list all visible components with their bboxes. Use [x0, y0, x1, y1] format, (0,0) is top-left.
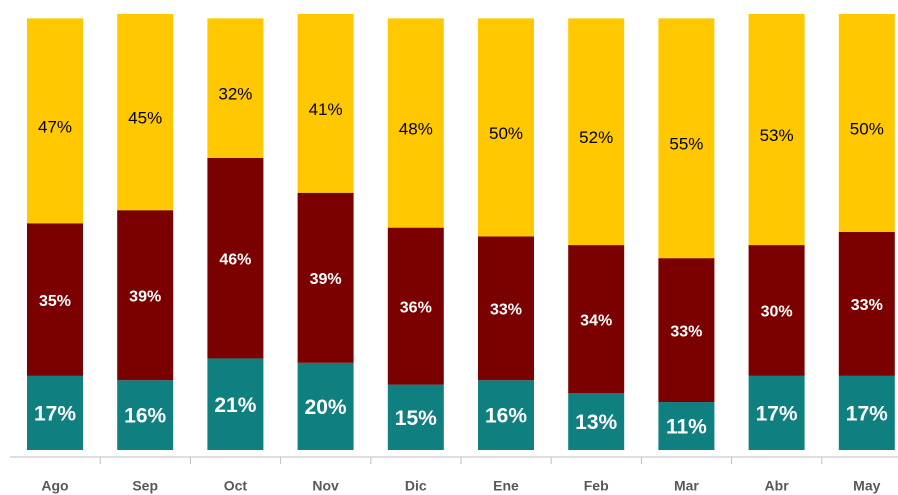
value-label: 13% [575, 411, 617, 434]
value-label: 17% [756, 402, 798, 425]
x-tick-label: Nov [312, 478, 339, 494]
bar-segment [748, 14, 805, 246]
bar-segment [117, 380, 174, 450]
x-tick-label: Ago [41, 478, 68, 494]
bar-segment [748, 245, 805, 376]
value-label: 55% [669, 135, 703, 154]
bar-segment [27, 375, 83, 450]
value-label: 52% [579, 128, 613, 147]
x-tick-label: Mar [674, 478, 699, 494]
x-tick-label: Dic [405, 478, 427, 494]
bar-segment [207, 358, 264, 450]
value-label: 17% [34, 402, 76, 425]
value-label: 16% [124, 405, 166, 428]
bar-segment [568, 18, 625, 246]
value-label: 39% [310, 271, 342, 288]
x-tick-label: Sep [132, 478, 158, 494]
value-label: 15% [395, 407, 437, 430]
bar-segment [478, 236, 534, 381]
bar-segment [297, 14, 354, 193]
bar-segment [387, 227, 444, 385]
bar-segment [27, 223, 83, 376]
value-label: 41% [309, 100, 343, 119]
value-label: 33% [490, 302, 522, 319]
bar-segment [748, 375, 805, 450]
x-tick-label: Abr [765, 478, 790, 494]
value-label: 48% [399, 119, 433, 138]
bar-segment [838, 14, 895, 232]
x-tick-label: May [853, 478, 880, 494]
bar-segment [207, 157, 264, 359]
bar-segment [207, 18, 264, 158]
bar-segment [838, 375, 895, 450]
value-label: 46% [219, 251, 251, 268]
bar-segment [387, 384, 444, 450]
value-label: 47% [38, 117, 72, 136]
bar-segment [658, 258, 715, 403]
value-label: 16% [485, 405, 527, 428]
bar-segment [658, 402, 715, 450]
bar-segment [478, 380, 534, 450]
value-label: 33% [851, 297, 883, 314]
bar-segment [568, 393, 625, 450]
bar-segment [297, 192, 354, 363]
bar-segment [387, 18, 444, 228]
bar-segment [838, 232, 895, 376]
bar-segment [117, 14, 174, 211]
value-label: 32% [218, 85, 252, 104]
value-label: 36% [400, 299, 432, 316]
value-label: 39% [129, 288, 161, 305]
bar-segment [117, 210, 174, 381]
value-label: 45% [128, 109, 162, 128]
value-label: 50% [489, 124, 523, 143]
value-label: 17% [846, 402, 888, 425]
bar-segment [658, 18, 715, 259]
x-tick-label: Oct [224, 478, 248, 494]
value-label: 53% [760, 126, 794, 145]
x-tick-label: Ene [493, 478, 519, 494]
value-label: 50% [850, 119, 884, 138]
value-label: 20% [305, 396, 347, 419]
value-label: 21% [214, 394, 256, 417]
bar-segment [568, 245, 625, 394]
bar-segment [27, 18, 83, 224]
bar-segment [297, 362, 354, 450]
value-label: 33% [670, 323, 702, 340]
x-tick-label: Feb [584, 478, 609, 494]
value-label: 11% [666, 416, 707, 439]
bar-segment [478, 18, 534, 237]
value-label: 30% [761, 304, 793, 321]
value-label: 35% [39, 293, 71, 310]
value-label: 34% [580, 312, 612, 329]
